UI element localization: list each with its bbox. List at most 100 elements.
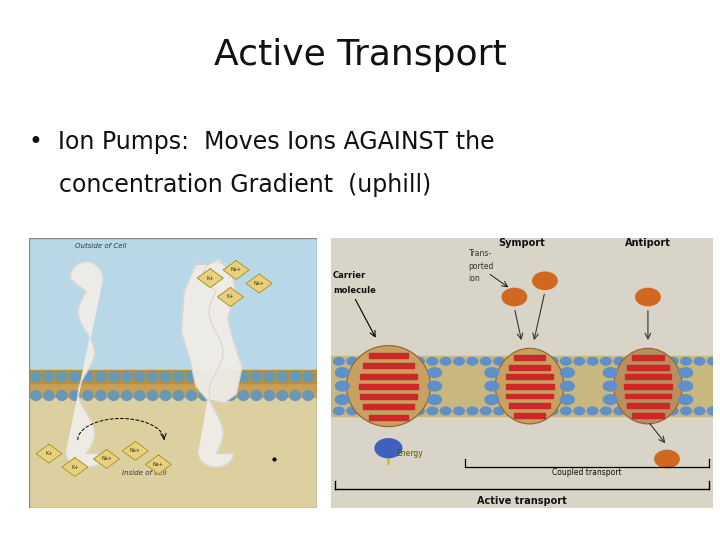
Polygon shape bbox=[66, 262, 107, 467]
Circle shape bbox=[680, 407, 691, 415]
Circle shape bbox=[588, 407, 598, 415]
Bar bbox=[360, 374, 417, 379]
Text: Trans-: Trans- bbox=[469, 249, 492, 259]
Text: Coupled transport: Coupled transport bbox=[552, 468, 621, 477]
Circle shape bbox=[521, 407, 531, 415]
Circle shape bbox=[694, 407, 705, 415]
Text: K+: K+ bbox=[45, 451, 53, 456]
Circle shape bbox=[199, 372, 210, 381]
Circle shape bbox=[561, 368, 575, 377]
Circle shape bbox=[277, 390, 287, 400]
Circle shape bbox=[574, 407, 585, 415]
Circle shape bbox=[603, 395, 617, 404]
Circle shape bbox=[375, 438, 402, 457]
Circle shape bbox=[251, 390, 261, 400]
Circle shape bbox=[290, 390, 300, 400]
Circle shape bbox=[603, 368, 617, 377]
Circle shape bbox=[57, 372, 67, 381]
Circle shape bbox=[212, 390, 222, 400]
Bar bbox=[627, 365, 669, 370]
Bar bbox=[514, 355, 545, 360]
Circle shape bbox=[467, 407, 478, 415]
Polygon shape bbox=[94, 449, 120, 468]
Text: Na+: Na+ bbox=[230, 267, 242, 273]
Text: Na+: Na+ bbox=[153, 462, 164, 467]
Circle shape bbox=[109, 372, 119, 381]
Circle shape bbox=[264, 372, 274, 381]
Bar bbox=[29, 238, 317, 378]
Circle shape bbox=[561, 407, 571, 415]
Text: molecule: molecule bbox=[333, 286, 376, 295]
Polygon shape bbox=[36, 444, 62, 463]
Circle shape bbox=[413, 407, 424, 415]
Circle shape bbox=[614, 407, 625, 415]
Circle shape bbox=[290, 372, 300, 381]
Circle shape bbox=[428, 395, 441, 404]
Circle shape bbox=[238, 372, 248, 381]
Bar bbox=[369, 353, 408, 358]
Circle shape bbox=[44, 390, 54, 400]
Text: Active Transport: Active Transport bbox=[214, 38, 506, 72]
Bar bbox=[509, 403, 550, 408]
Bar bbox=[363, 363, 414, 368]
Circle shape bbox=[485, 395, 499, 404]
Circle shape bbox=[480, 357, 491, 365]
Text: ported: ported bbox=[469, 262, 494, 271]
Circle shape bbox=[467, 357, 478, 365]
Bar bbox=[29, 370, 317, 383]
Circle shape bbox=[574, 357, 585, 365]
Circle shape bbox=[641, 407, 652, 415]
Circle shape bbox=[333, 357, 344, 365]
Circle shape bbox=[641, 357, 652, 365]
Polygon shape bbox=[223, 260, 249, 279]
Text: Inside of cell: Inside of cell bbox=[122, 470, 166, 476]
Circle shape bbox=[534, 357, 544, 365]
Circle shape bbox=[428, 368, 441, 377]
Ellipse shape bbox=[495, 348, 564, 424]
Circle shape bbox=[31, 390, 41, 400]
Polygon shape bbox=[197, 268, 223, 287]
Bar bbox=[625, 394, 671, 399]
Text: •  Ion Pumps:  Moves Ions AGAINST the: • Ion Pumps: Moves Ions AGAINST the bbox=[29, 130, 495, 153]
Circle shape bbox=[122, 372, 132, 381]
Text: concentration Gradient  (uphill): concentration Gradient (uphill) bbox=[29, 173, 431, 197]
Circle shape bbox=[303, 372, 313, 381]
Circle shape bbox=[679, 381, 693, 391]
Polygon shape bbox=[199, 262, 233, 467]
Circle shape bbox=[694, 357, 705, 365]
Circle shape bbox=[547, 357, 558, 365]
Bar bbox=[331, 356, 713, 416]
Circle shape bbox=[374, 407, 384, 415]
Circle shape bbox=[83, 372, 93, 381]
Circle shape bbox=[547, 407, 558, 415]
Circle shape bbox=[360, 407, 371, 415]
Bar bbox=[509, 365, 550, 370]
Ellipse shape bbox=[613, 348, 683, 424]
Bar bbox=[514, 413, 545, 417]
Circle shape bbox=[600, 407, 611, 415]
Circle shape bbox=[654, 407, 665, 415]
Circle shape bbox=[109, 390, 119, 400]
Circle shape bbox=[708, 407, 718, 415]
Circle shape bbox=[441, 357, 451, 365]
Circle shape bbox=[400, 407, 411, 415]
Text: Carrier: Carrier bbox=[333, 271, 366, 280]
Circle shape bbox=[174, 390, 184, 400]
Text: Symport: Symport bbox=[499, 238, 545, 248]
Polygon shape bbox=[246, 274, 272, 293]
Circle shape bbox=[708, 357, 718, 365]
Bar bbox=[632, 355, 664, 360]
Circle shape bbox=[627, 407, 638, 415]
Bar bbox=[506, 394, 553, 399]
Circle shape bbox=[336, 381, 349, 391]
Circle shape bbox=[57, 390, 67, 400]
Circle shape bbox=[427, 357, 438, 365]
Circle shape bbox=[186, 372, 197, 381]
Circle shape bbox=[521, 357, 531, 365]
Circle shape bbox=[387, 407, 397, 415]
Text: Outside of Cell: Outside of Cell bbox=[75, 244, 127, 249]
Circle shape bbox=[454, 357, 464, 365]
Circle shape bbox=[360, 357, 371, 365]
Circle shape bbox=[679, 368, 693, 377]
Circle shape bbox=[31, 372, 41, 381]
